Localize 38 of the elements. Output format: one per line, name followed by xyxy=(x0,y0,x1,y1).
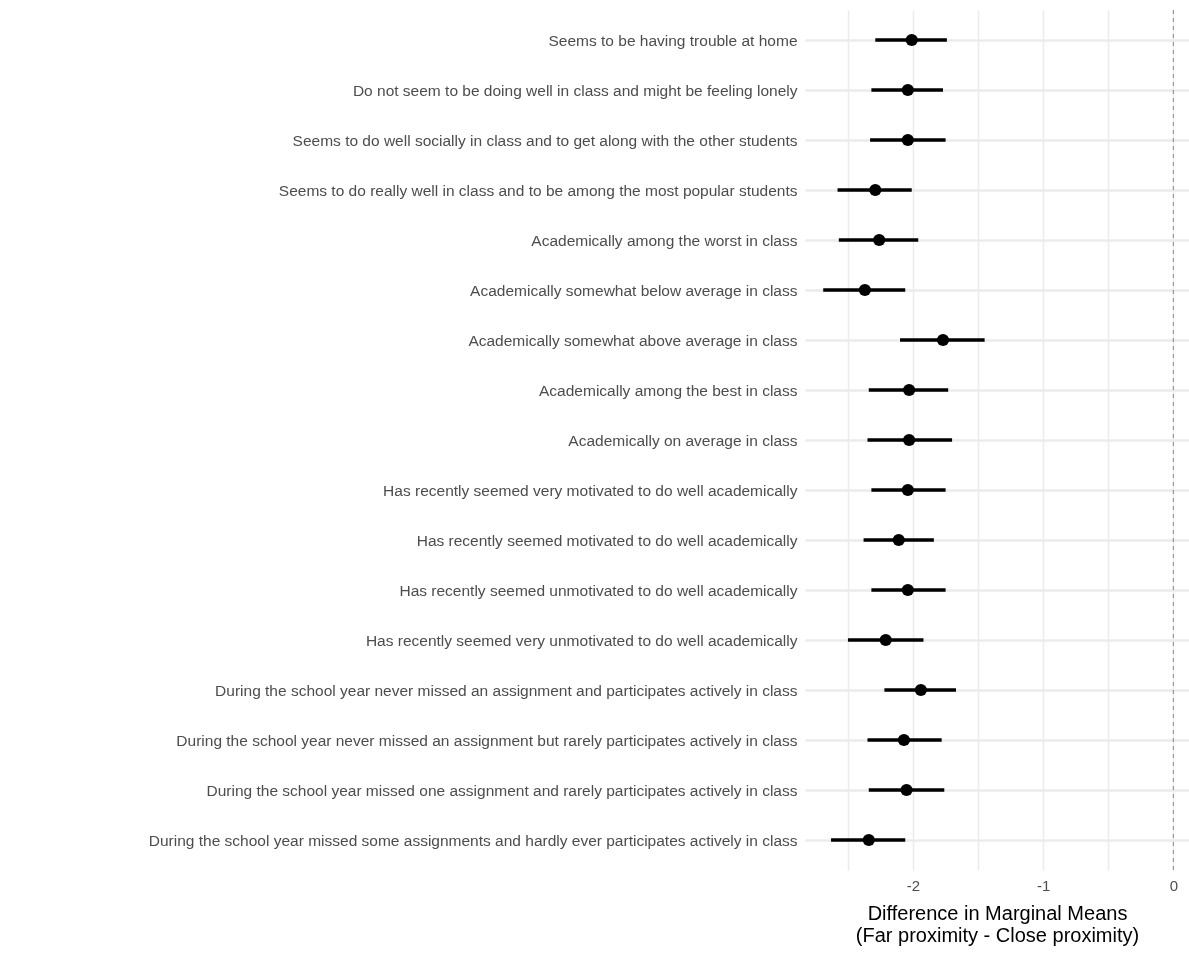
y-tick-label: Academically somewhat below average in class xyxy=(470,281,798,299)
point xyxy=(901,133,914,147)
point xyxy=(905,33,918,47)
x-tick-label: -2 xyxy=(906,876,921,894)
y-tick-label: During the school year never missed an assignment but rarely participates actively in class xyxy=(176,731,798,749)
y-tick-label: Seems to do well socially in class and to get along with the other students xyxy=(292,131,798,149)
point xyxy=(901,83,914,97)
y-tick-label: Academically on average in class xyxy=(568,431,798,449)
y-tick-label: Do not seem to be doing well in class and might be feeling lonely xyxy=(352,81,798,99)
y-tick-label: Seems to be having trouble at home xyxy=(548,31,798,49)
y-tick-label: Academically among the worst in class xyxy=(531,231,798,249)
y-tick-label: During the school year missed one assignment and rarely participates actively in class xyxy=(206,781,798,799)
point xyxy=(901,483,914,497)
point xyxy=(869,183,882,197)
point xyxy=(862,833,875,847)
point xyxy=(892,533,905,547)
point xyxy=(897,733,911,747)
y-tick-label: Has recently seemed very motivated to do well academically xyxy=(383,481,798,499)
point xyxy=(903,433,916,447)
y-tick-label: During the school year missed some assignments and hardly ever participates actively in class xyxy=(148,831,798,849)
point xyxy=(858,283,871,297)
point xyxy=(901,583,914,597)
point xyxy=(879,633,892,647)
point xyxy=(873,233,886,247)
y-tick-label: Has recently seemed motivated to do well academically xyxy=(416,531,798,549)
x-axis-title: Difference in Marginal Means (Far proximity - Close proximity) xyxy=(855,901,1140,946)
y-tick-label: Has recently seemed unmotivated to do well academically xyxy=(399,581,798,599)
point xyxy=(936,333,950,347)
y-tick-label: Academically among the best in class xyxy=(539,381,798,399)
y-tick-label: Academically somewhat above average in class xyxy=(468,331,798,349)
y-tick-label: Has recently seemed very unmotivated to do well academically xyxy=(365,631,798,649)
point xyxy=(903,383,916,397)
x-tick-label: 0 xyxy=(1169,876,1179,894)
y-tick-label: Seems to do really well in class and to be among the most popular students xyxy=(278,181,798,199)
point xyxy=(900,783,913,797)
x-tick-label: -1 xyxy=(1037,876,1051,894)
point xyxy=(914,683,927,697)
y-tick-label: During the school year never missed an assignment and participates actively in class xyxy=(215,681,798,699)
